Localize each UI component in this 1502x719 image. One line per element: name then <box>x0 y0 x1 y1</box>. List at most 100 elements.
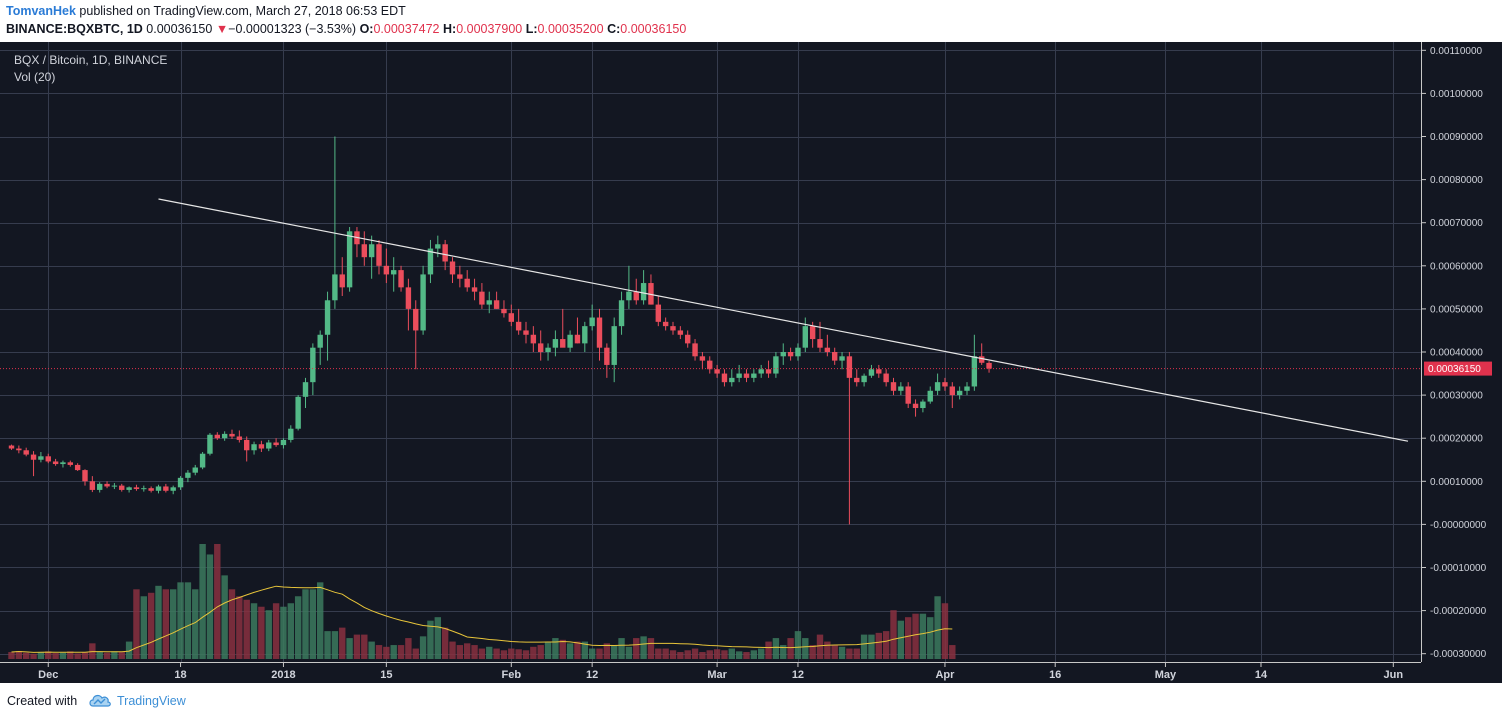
x-tick-label: 18 <box>174 669 186 681</box>
x-tick-label: Feb <box>502 669 522 681</box>
volume-bar <box>184 582 192 659</box>
volume-bar <box>221 575 228 659</box>
volume-bar <box>287 603 294 659</box>
volume-bar <box>508 648 515 659</box>
volume-bar <box>74 653 81 659</box>
candle-body <box>258 444 265 449</box>
candle-body <box>758 369 764 374</box>
volume-bar <box>897 620 905 659</box>
candle-body <box>221 433 228 439</box>
candle-body <box>633 291 639 301</box>
price-chart[interactable]: 0.00110000 0.00100000 0.00090000 0.00080000… <box>0 42 1502 683</box>
candle-body <box>457 274 463 279</box>
volume-bar <box>780 645 787 659</box>
y-tick-label: 0.00080000 <box>1430 175 1483 186</box>
candle-body <box>199 453 206 468</box>
trendline[interactable] <box>158 198 1409 442</box>
volume-bars <box>8 544 956 659</box>
candle-body <box>324 300 331 335</box>
candle-body <box>552 339 559 348</box>
candle-body <box>126 487 132 490</box>
candle-body <box>817 339 823 348</box>
volume-bar <box>243 599 250 659</box>
volume-bar <box>728 648 735 659</box>
candle-body <box>266 442 272 449</box>
volume-bar <box>611 645 618 659</box>
candle-body <box>192 467 198 473</box>
volume-bar <box>140 596 147 659</box>
volume-bar <box>522 650 530 659</box>
volume-bar <box>493 648 500 659</box>
volume-bar <box>691 648 699 659</box>
candle-body <box>133 487 140 490</box>
x-tick-label: Mar <box>707 669 727 681</box>
candle-body <box>148 488 154 491</box>
candle-body <box>692 343 698 357</box>
volume-bar <box>37 652 45 659</box>
volume-bar <box>603 643 611 659</box>
volume-bar <box>831 645 838 659</box>
candle-body <box>97 483 103 490</box>
candle-body <box>60 462 66 465</box>
y-tick-label: 0.00110000 <box>1430 46 1483 57</box>
candle-body <box>589 317 595 327</box>
y-tick-label: 0.00010000 <box>1430 477 1483 488</box>
volume-bar <box>331 631 339 659</box>
volume-bar <box>103 652 111 659</box>
x-tick-label: 14 <box>1255 669 1268 681</box>
volume-bar <box>537 645 544 659</box>
candle-body <box>971 356 978 387</box>
volume-bar <box>81 652 89 659</box>
candle-body <box>317 334 323 348</box>
candle-body <box>280 439 287 446</box>
candle-body <box>486 300 492 305</box>
candle-body <box>405 287 412 309</box>
x-tick-label: Apr <box>935 669 955 681</box>
volume-bar <box>655 648 662 659</box>
y-tick-label: 0.00040000 <box>1430 348 1483 359</box>
candle-body <box>229 433 235 437</box>
author-link[interactable]: TomvanHek <box>6 4 76 18</box>
volume-bar <box>875 632 882 659</box>
volume-bar <box>405 638 412 659</box>
close-label: C: <box>607 22 621 36</box>
candle-body <box>905 386 911 404</box>
volume-bar <box>735 651 743 659</box>
candle-body <box>596 317 603 348</box>
candle-body <box>398 270 404 288</box>
volume-legend: Vol (20) <box>14 70 55 84</box>
high-label: H: <box>443 22 457 36</box>
volume-bar <box>486 646 493 659</box>
candle-body <box>376 244 382 266</box>
price-axis-labels: 0.00110000 0.00100000 0.00090000 0.00080000… <box>1421 46 1487 660</box>
volume-bar <box>743 652 750 659</box>
y-tick-label: -0.00000000 <box>1430 520 1487 531</box>
candle-body <box>743 373 750 378</box>
volume-bar <box>272 603 280 659</box>
candle-body <box>413 308 419 331</box>
volume-bar <box>824 641 831 659</box>
volume-bar <box>375 645 383 659</box>
candle-body <box>861 375 867 383</box>
candle-body <box>618 300 625 327</box>
candle-body <box>942 382 948 387</box>
candle-body <box>82 470 88 482</box>
candle-body <box>699 356 706 361</box>
published-text: published on TradingView.com, March 27, … <box>75 4 406 18</box>
volume-bar <box>412 648 419 659</box>
volume-bar <box>868 634 875 659</box>
candle-body <box>560 339 566 348</box>
y-tick-label: 0.00020000 <box>1430 434 1483 445</box>
y-tick-label: -0.00020000 <box>1430 606 1487 617</box>
last-price-tag-text: 0.00036150 <box>1428 364 1481 375</box>
candle-body <box>163 486 169 491</box>
volume-bar <box>934 596 941 659</box>
candle-body <box>442 244 448 262</box>
tradingview-link[interactable]: TradingView <box>117 694 186 708</box>
candle-body <box>655 304 661 322</box>
volume-bar <box>147 592 155 659</box>
volume-bar <box>912 613 919 659</box>
volume-bar <box>228 589 236 659</box>
candle-body <box>685 334 691 344</box>
volume-bar <box>927 617 934 659</box>
